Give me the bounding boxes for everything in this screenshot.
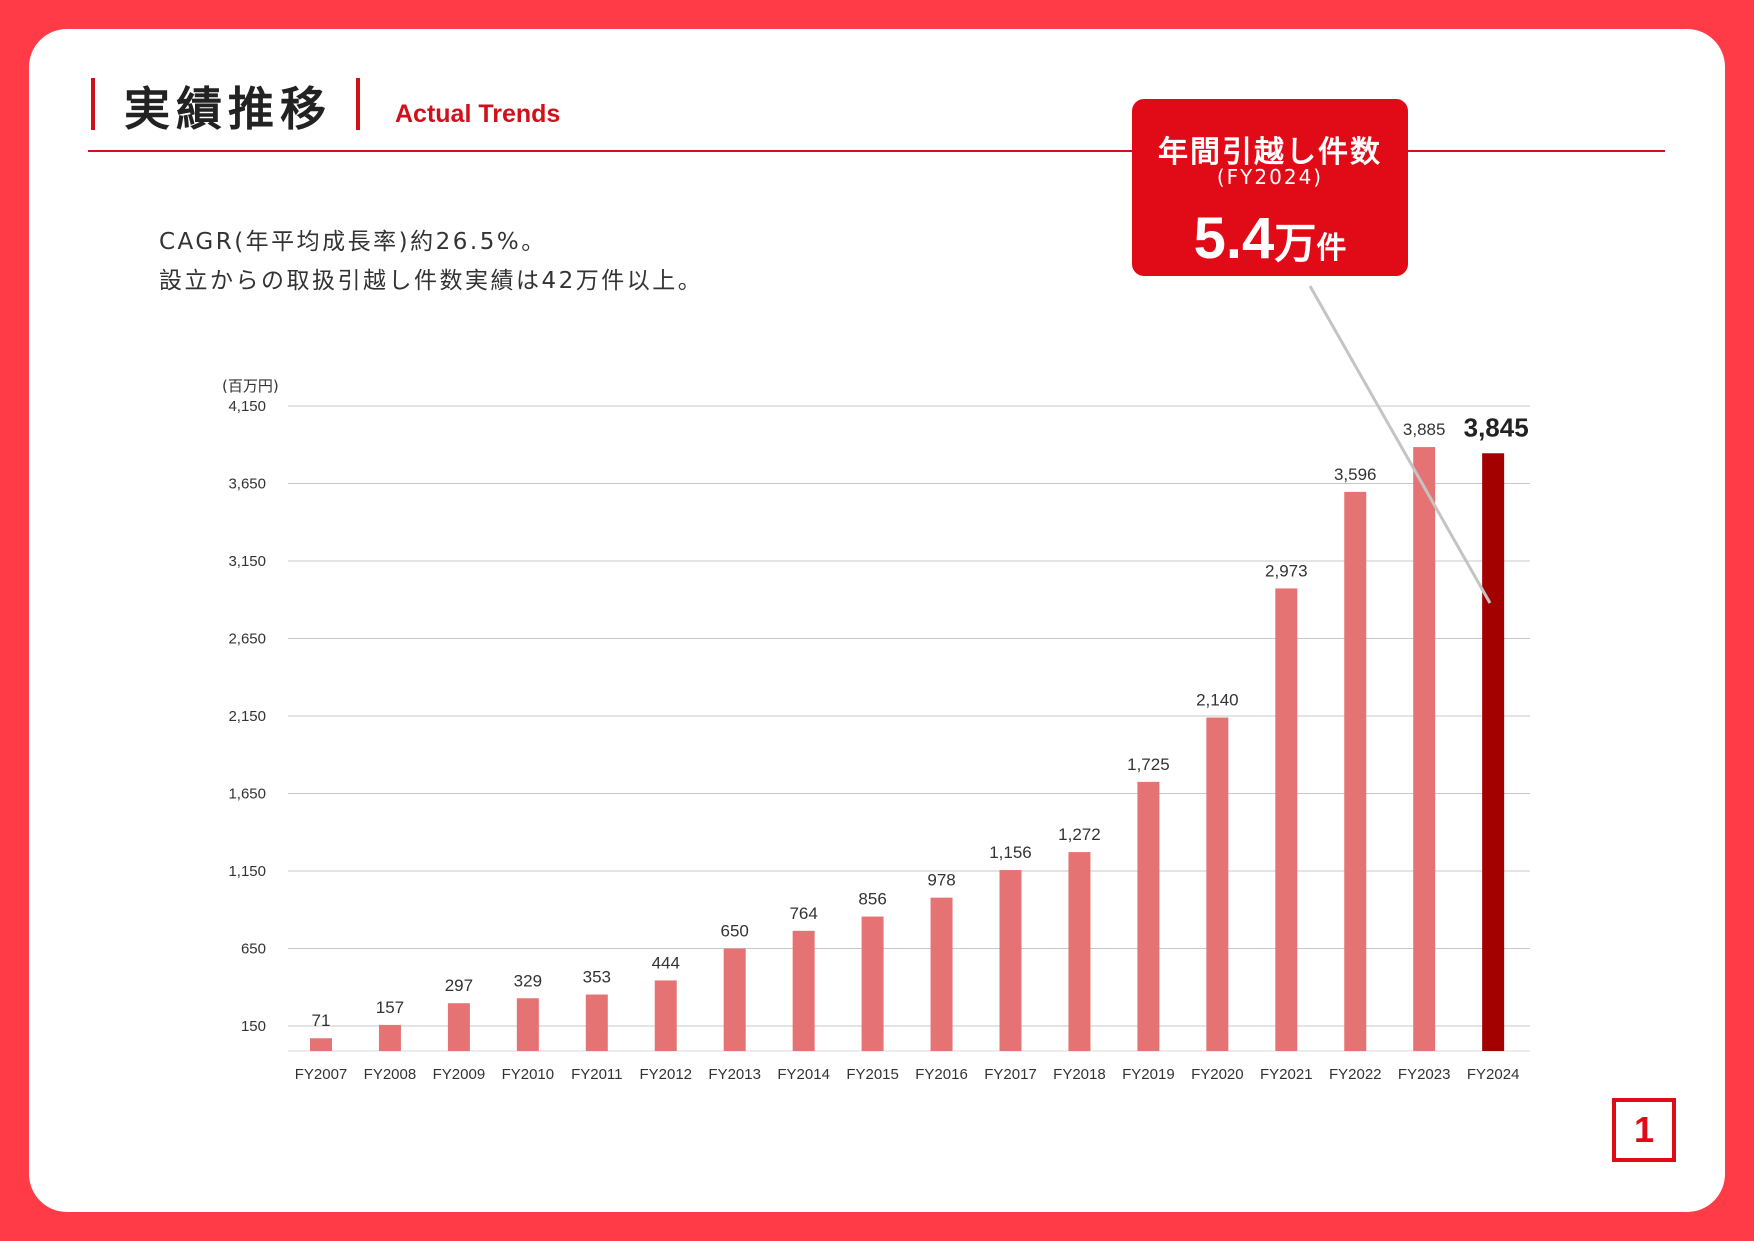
bar [792,930,815,1051]
x-tick-label: FY2010 [502,1066,555,1083]
bar [654,980,677,1051]
x-tick-label: FY2024 [1467,1066,1520,1083]
cagr-text: CAGR(年平均成長率)約26.5%。 [159,229,547,255]
x-tick-label: FY2023 [1398,1066,1451,1083]
data-label: 71 [312,1011,331,1030]
x-tick-label: FY2012 [639,1066,692,1083]
callout-value: 5.4 [1193,206,1275,271]
y-unit-label: (百万円) [222,377,279,395]
data-label: 764 [789,904,817,923]
data-label: 1,272 [1058,825,1101,844]
data-label: 353 [583,968,611,987]
data-label: 1,725 [1127,755,1170,774]
x-tick-label: FY2014 [777,1066,830,1083]
page-number: 1 [1612,1098,1676,1162]
title-underline [88,150,1665,152]
cumulative-text: 設立からの取扱引越し件数実績は42万件以上。 [159,268,704,294]
title-divider-bar [356,78,360,130]
x-tick-label: FY2017 [984,1066,1037,1083]
bar [861,916,884,1051]
y-tick-label: 4,150 [228,398,266,415]
bar [585,994,608,1051]
y-tick-label: 2,150 [228,708,266,725]
annual-moves-callout: 年間引越し件数 (FY2024) 5.4万件 [1132,99,1408,276]
bar [723,948,746,1051]
data-label: 1,156 [989,843,1032,862]
bar [1206,717,1229,1051]
x-tick-label: FY2011 [571,1066,622,1083]
callout-unit-ken: 件 [1316,231,1347,266]
callout-value-group: 5.4万件 [1132,205,1408,272]
page-subtitle: Actual Trends [395,100,561,128]
data-label: 978 [927,871,955,890]
callout-label: 年間引越し件数 [1158,135,1382,170]
data-label: 3,885 [1403,420,1446,439]
y-tick-label: 1,150 [228,863,266,880]
bar [447,1003,470,1051]
data-label: 297 [445,976,473,995]
data-label: 856 [858,890,886,909]
x-tick-label: FY2015 [846,1066,899,1083]
bar [930,897,953,1051]
x-tick-label: FY2009 [433,1066,486,1083]
data-label: 329 [514,971,542,990]
y-tick-label: 2,650 [228,631,266,648]
bar [1344,491,1367,1051]
x-tick-label: FY2022 [1329,1066,1382,1083]
x-tick-label: FY2013 [708,1066,761,1083]
page-title: 実績推移 [124,82,332,136]
bar [516,998,539,1051]
bar [310,1038,332,1051]
callout-pointer-line [1308,285,1492,604]
x-tick-label: FY2016 [915,1066,968,1083]
data-label: 3,596 [1334,465,1377,484]
y-tick-label: 150 [241,1018,266,1035]
bar [1413,447,1436,1051]
data-label: 2,973 [1265,561,1308,580]
x-tick-label: FY2021 [1260,1066,1313,1083]
data-label: 650 [721,922,749,941]
bar [378,1024,401,1051]
bar [1137,781,1160,1051]
x-tick-label: FY2007 [295,1066,348,1083]
data-label: 2,140 [1196,691,1239,710]
y-tick-label: 1,650 [228,786,266,803]
data-label: 157 [376,998,404,1017]
bar-highlight [1482,453,1505,1051]
data-label: 3,845 [1464,412,1529,442]
bar [1068,852,1091,1051]
x-tick-label: FY2018 [1053,1066,1106,1083]
x-tick-label: FY2019 [1122,1066,1175,1083]
y-tick-label: 650 [241,941,266,958]
x-tick-label: FY2008 [364,1066,417,1083]
bar [1275,588,1298,1051]
x-tick-label: FY2020 [1191,1066,1244,1083]
title-accent-bar [91,78,95,130]
callout-unit-man: 万 [1274,219,1317,268]
y-tick-label: 3,150 [228,553,266,570]
data-label: 444 [652,953,680,972]
y-tick-label: 3,650 [228,476,266,493]
bar [999,870,1022,1051]
callout-period: (FY2024) [1216,165,1324,189]
